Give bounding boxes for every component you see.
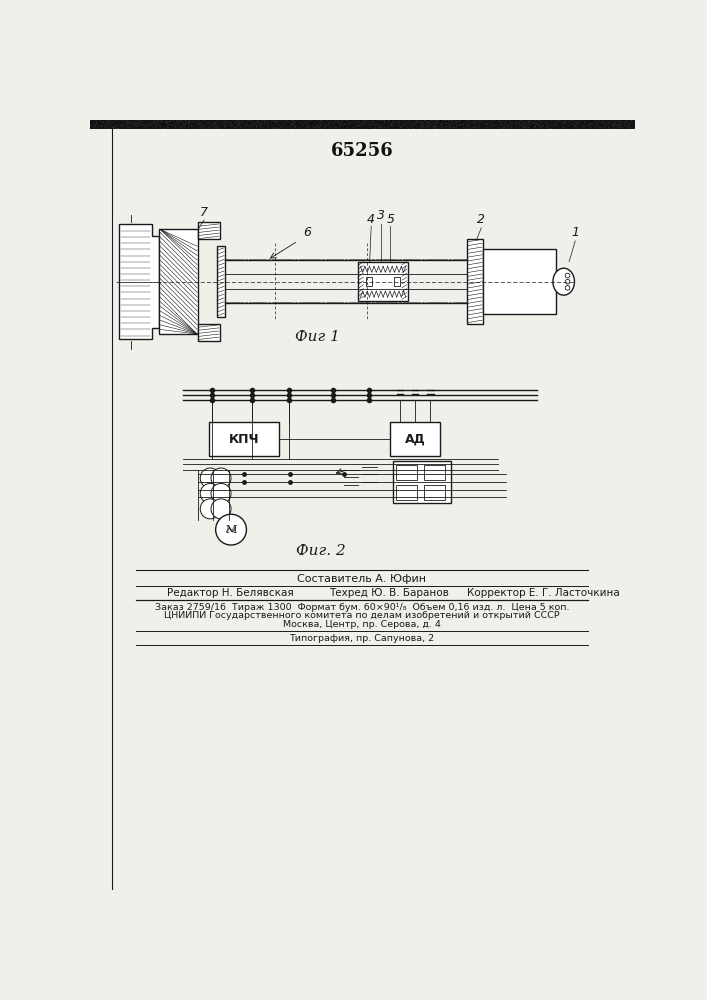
Bar (393, 461, 450, 503)
Bar (160, 229, 198, 334)
Text: 6: 6 (303, 226, 311, 239)
Circle shape (216, 514, 247, 545)
Circle shape (211, 468, 231, 488)
Bar (366, 277, 372, 286)
Text: КПЧ: КПЧ (229, 433, 259, 446)
Text: 4: 4 (367, 213, 375, 226)
Text: Составитель А. Юфин: Составитель А. Юфин (298, 574, 426, 584)
Text: M: M (226, 525, 237, 535)
Text: 1: 1 (571, 226, 579, 239)
Bar (467, 239, 483, 324)
Text: Типография, пр. Сапунова, 2: Типография, пр. Сапунова, 2 (289, 634, 435, 643)
Bar (423, 485, 445, 500)
Circle shape (565, 286, 570, 290)
Bar (423, 465, 445, 480)
Bar (198, 324, 219, 341)
Bar (483, 249, 556, 314)
Text: Фиг. 2: Фиг. 2 (296, 544, 346, 558)
Bar (358, 262, 408, 301)
Text: 3: 3 (378, 209, 385, 222)
Text: 65256: 65256 (331, 142, 393, 160)
Text: 7: 7 (200, 206, 208, 219)
Circle shape (200, 483, 221, 503)
Bar (394, 277, 399, 286)
Circle shape (200, 468, 221, 488)
Polygon shape (119, 224, 160, 339)
Bar (198, 222, 219, 239)
Bar (390, 422, 440, 456)
Text: ЦНИИПИ Государственного комитета по делам изобретений и открытий СССР: ЦНИИПИ Государственного комитета по дела… (164, 611, 560, 620)
Bar (209, 422, 279, 456)
Bar (396, 465, 417, 480)
Text: Редактор Н. Белявская: Редактор Н. Белявская (167, 588, 294, 598)
Text: Корректор Е. Г. Ласточкина: Корректор Е. Г. Ласточкина (467, 588, 620, 598)
Circle shape (565, 279, 570, 284)
Text: 2: 2 (477, 213, 485, 226)
Text: Заказ 2759/16  Тираж 1300  Формат бум. 60×90¹/₈  Объем 0,16 изд. л.  Цена 5 коп.: Заказ 2759/16 Тираж 1300 Формат бум. 60×… (155, 603, 569, 612)
Text: Москва, Центр, пр. Серова, д. 4: Москва, Центр, пр. Серова, д. 4 (283, 620, 441, 629)
Circle shape (200, 499, 221, 519)
Bar (396, 485, 417, 500)
Text: 5: 5 (387, 213, 395, 226)
Text: АД: АД (405, 433, 426, 446)
Text: Фиг 1: Фиг 1 (295, 330, 340, 344)
Circle shape (211, 499, 231, 519)
Ellipse shape (553, 268, 575, 295)
Text: Техред Ю. В. Баранов: Техред Ю. В. Баранов (329, 588, 449, 598)
Bar (217, 246, 225, 317)
Bar (90, 120, 635, 129)
Circle shape (565, 273, 570, 278)
Circle shape (211, 483, 231, 503)
